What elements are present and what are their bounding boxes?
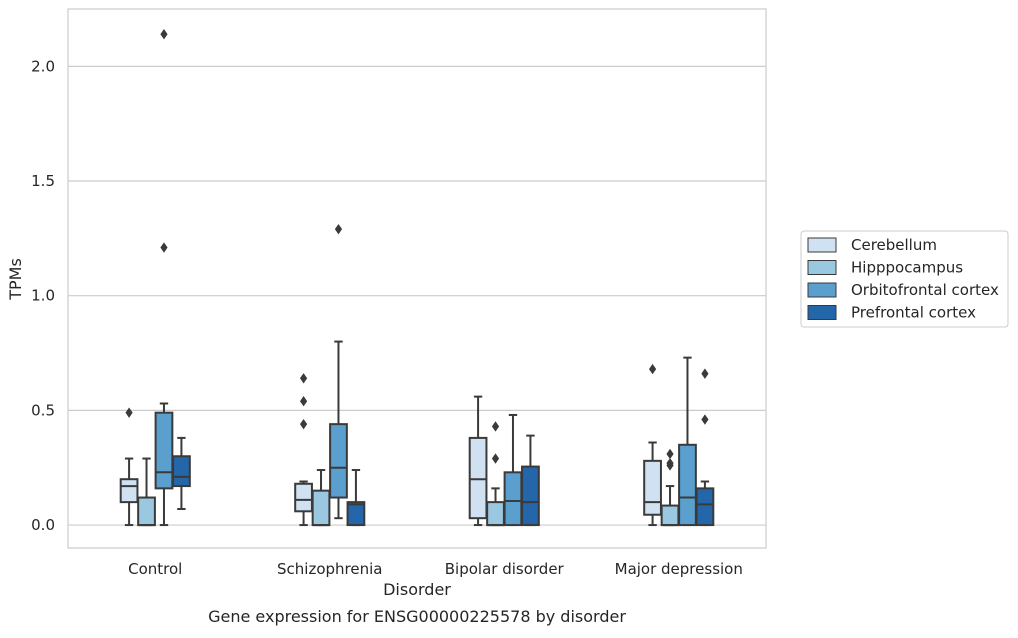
- outlier-point: [160, 29, 168, 40]
- y-tick-label: 0.5: [31, 401, 55, 419]
- figure-caption: Gene expression for ENSG00000225578 by d…: [208, 607, 626, 626]
- box-group: [172, 436, 191, 511]
- legend: Cerebellum Hipppocampus Orbitofrontal cort…: [800, 230, 1009, 328]
- legend-swatch: [807, 260, 837, 275]
- box-iqr: [660, 504, 680, 527]
- plot-frame: [67, 8, 767, 549]
- box-group: [695, 368, 715, 527]
- y-axis-title: TPMs: [6, 258, 25, 301]
- box-group: [311, 469, 331, 527]
- outlier-point: [666, 457, 674, 469]
- outlier-point: [666, 448, 674, 460]
- legend-label: Prefrontal cortex: [851, 304, 976, 322]
- box-group: [119, 407, 139, 527]
- box-group: [486, 421, 505, 527]
- outlier-point: [125, 407, 133, 418]
- box-iqr: [346, 501, 366, 527]
- y-tick-label: 1.5: [31, 172, 55, 190]
- x-tick-label: Schizophrenia: [277, 560, 382, 578]
- box-group: [329, 224, 348, 520]
- box-group: [154, 29, 174, 527]
- box-iqr: [643, 459, 662, 516]
- y-tick-label: 2.0: [31, 57, 55, 75]
- box-group: [346, 469, 366, 527]
- box-iqr: [468, 436, 488, 520]
- outlier-point: [299, 396, 308, 407]
- box-iqr: [695, 487, 715, 527]
- box-iqr: [486, 501, 505, 527]
- outlier-point: [648, 363, 657, 375]
- y-tick-labels: 0.0 0.5 1.0 1.5 2.0: [31, 57, 55, 534]
- outlier-point: [701, 414, 709, 425]
- box-group: [294, 373, 313, 527]
- box-group: [678, 356, 697, 527]
- legend-label: Cerebellum: [851, 236, 937, 254]
- x-tick-label: Bipolar disorder: [445, 560, 565, 578]
- outlier-point: [160, 242, 168, 253]
- x-tick-labels: Control Schizophrenia Bipolar disorder Majo…: [128, 560, 743, 578]
- box-group: [137, 457, 156, 527]
- x-tick-label: Major depression: [615, 560, 743, 578]
- boxes-layer: [119, 29, 715, 527]
- box-iqr: [311, 489, 331, 527]
- outlier-point: [299, 418, 308, 430]
- x-tick-label: Control: [128, 560, 182, 578]
- box-group: [643, 363, 662, 527]
- legend-swatch: [807, 305, 837, 320]
- box-iqr: [521, 465, 540, 527]
- legend-swatch: [807, 282, 837, 298]
- box-iqr: [294, 482, 313, 513]
- legend-label: Hipppocampus: [851, 259, 963, 277]
- outlier-point: [299, 373, 308, 384]
- outlier-point: [491, 453, 500, 464]
- outlier-point: [491, 421, 500, 432]
- box-group: [468, 395, 488, 527]
- outlier-point: [334, 224, 343, 235]
- x-axis-title: Disorder: [383, 580, 451, 599]
- legend-frame: [800, 230, 1009, 328]
- box-iqr: [678, 443, 697, 527]
- y-tick-label: 0.0: [31, 516, 55, 534]
- box-group: [660, 448, 680, 527]
- legend-label: Orbitofrontal cortex: [851, 281, 999, 299]
- legend-swatch: [807, 237, 837, 253]
- box-iqr: [119, 478, 139, 504]
- box-iqr: [172, 455, 191, 488]
- outlier-point: [701, 368, 709, 379]
- y-tick-label: 1.0: [31, 287, 55, 305]
- box-iqr: [137, 496, 156, 527]
- box-iqr: [329, 423, 348, 499]
- box-iqr: [503, 471, 523, 527]
- box-iqr: [154, 411, 174, 490]
- box-group: [503, 413, 523, 527]
- box-group: [521, 434, 540, 527]
